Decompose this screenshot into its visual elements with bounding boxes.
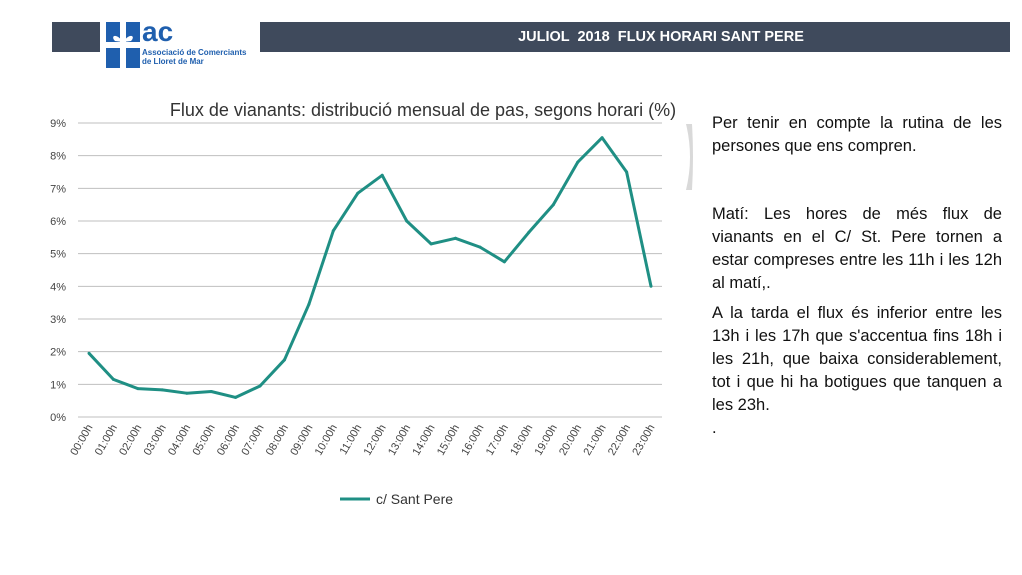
page-title: JULIOL 2018 FLUX HORARI SANT PERE: [518, 29, 804, 45]
x-tick-label: 01:00h: [93, 423, 120, 458]
data-point: [136, 387, 140, 391]
data-point: [185, 391, 189, 395]
x-tick-label: 09:00h: [288, 423, 315, 458]
data-point: [478, 245, 482, 249]
data-point: [625, 170, 629, 174]
logo-subtitle-line1: Associació de Comerciants: [142, 48, 247, 57]
line-chart: Flux de vianants: distribució mensual de…: [50, 100, 676, 507]
data-point: [209, 390, 213, 393]
data-point: [429, 242, 433, 246]
gift-cross-icon: [106, 22, 140, 68]
data-point: [380, 173, 384, 177]
data-point: [87, 351, 91, 355]
y-tick-label: 8%: [50, 151, 66, 163]
x-tick-label: 00:00h: [68, 423, 95, 458]
data-point: [551, 203, 555, 207]
x-tick-label: 11:00h: [338, 423, 365, 457]
data-point: [527, 230, 531, 234]
x-tick-label: 20:00h: [557, 423, 584, 458]
x-tick-label: 15:00h: [435, 423, 462, 458]
x-tick-label: 07:00h: [239, 423, 266, 458]
x-tick-label: 21:00h: [582, 423, 609, 458]
data-point: [307, 302, 311, 306]
x-tick-label: 16:00h: [459, 423, 486, 458]
y-tick-label: 1%: [50, 379, 66, 391]
data-point: [649, 284, 653, 288]
logo: ac Associació de Comerciants de Lloret d…: [100, 16, 260, 72]
data-point: [576, 160, 580, 164]
legend-label: c/ Sant Pere: [376, 491, 453, 507]
commentary-panel: Per tenir en compte la rutina de les per…: [712, 112, 1002, 440]
series-layer: [87, 136, 653, 399]
x-tick-label: 12:00h: [362, 423, 389, 458]
x-tick-label: 10:00h: [313, 423, 340, 458]
x-tick-label: 14:00h: [410, 423, 437, 458]
logo-subtitle-line2: de Lloret de Mar: [142, 57, 204, 66]
commentary-paragraph-2: Matí: Les hores de més flux de vianants …: [712, 205, 1002, 292]
data-point: [111, 377, 115, 381]
x-axis-ticks: 00:00h01:00h02:00h03:00h04:00h05:00h06:0…: [68, 423, 657, 458]
y-axis-ticks: 0% 1% 2% 3% 4% 5% 6% 7% 8% 9%: [50, 118, 66, 424]
x-tick-label: 06:00h: [215, 423, 242, 458]
y-tick-label: 2%: [50, 347, 66, 359]
x-tick-label: 04:00h: [166, 423, 193, 458]
commentary-paragraph-1: Per tenir en compte la rutina de les per…: [712, 114, 1002, 155]
data-point: [405, 219, 409, 223]
decorative-shape: [686, 124, 693, 190]
x-tick-label: 18:00h: [508, 423, 535, 458]
grid-lines: [78, 122, 662, 418]
chart-title: Flux de vianants: distribució mensual de…: [170, 100, 676, 120]
y-tick-label: 3%: [50, 314, 66, 326]
y-tick-label: 4%: [50, 281, 66, 293]
commentary-paragraph-3: A la tarda el flux és inferior entre les…: [712, 304, 1002, 414]
data-point: [600, 136, 604, 140]
x-tick-label: 23:00h: [630, 423, 657, 458]
x-tick-label: 05:00h: [191, 423, 218, 458]
data-point: [283, 358, 286, 362]
data-point: [454, 236, 457, 240]
data-point: [258, 384, 262, 388]
x-tick-label: 19:00h: [533, 423, 560, 458]
x-tick-label: 03:00h: [142, 423, 169, 458]
y-tick-label: 6%: [50, 216, 66, 228]
x-tick-label: 17:00h: [484, 423, 511, 458]
logo-text: ac: [142, 16, 174, 47]
y-tick-label: 9%: [50, 118, 66, 130]
y-tick-label: 0%: [50, 412, 66, 424]
data-point: [160, 388, 164, 392]
series-line: [87, 136, 653, 399]
data-point: [502, 260, 506, 264]
data-point: [331, 229, 335, 233]
data-point: [234, 395, 238, 399]
legend: c/ Sant Pere: [340, 491, 453, 507]
data-point: [356, 191, 360, 195]
y-tick-label: 7%: [50, 183, 66, 195]
x-tick-label: 13:00h: [386, 423, 413, 458]
x-tick-label: 22:00h: [606, 423, 633, 458]
x-tick-label: 02:00h: [117, 423, 144, 458]
y-tick-label: 5%: [50, 249, 66, 261]
x-tick-label: 08:00h: [264, 423, 291, 458]
commentary-paragraph-4: .: [712, 419, 717, 437]
